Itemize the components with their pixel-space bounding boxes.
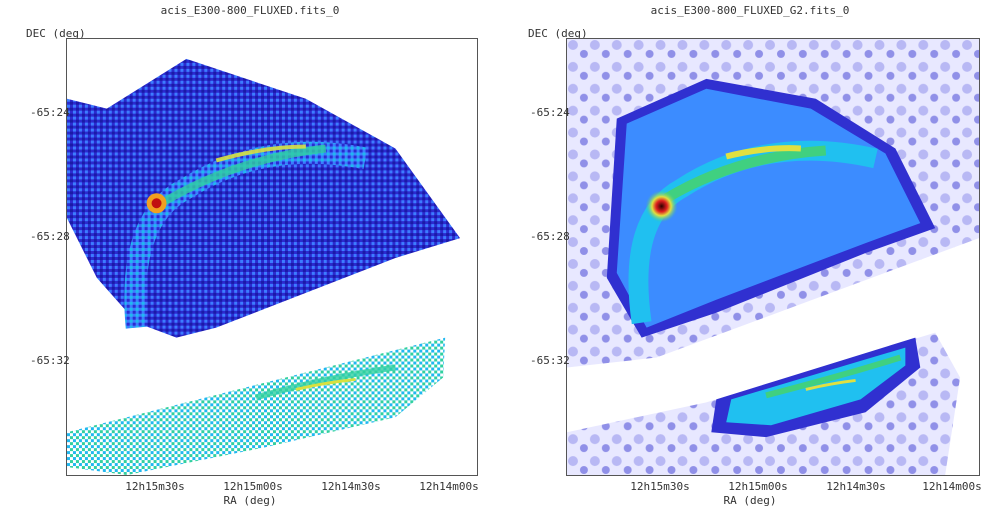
y-tick-label: -65:24	[530, 106, 570, 119]
chart-title: acis_E300-800_FLUXED_G2.fits_0	[650, 4, 850, 17]
main-region	[67, 58, 461, 338]
x-tick-label: 12h15m30s	[630, 480, 690, 493]
x-tick-label: 12h14m30s	[826, 480, 886, 493]
x-tick-label: 12h15m00s	[728, 480, 788, 493]
lower-arc-bright	[295, 377, 356, 391]
arc-bright	[725, 145, 802, 160]
x-tick-label: 12h15m30s	[125, 480, 185, 493]
y-axis-label: DEC (deg)	[26, 27, 86, 40]
x-axis-label: RA (deg)	[223, 494, 277, 507]
hotspot-core	[151, 198, 162, 209]
arc-core	[663, 145, 827, 203]
chart-title: acis_E300-800_FLUXED.fits_0	[160, 4, 340, 17]
x-axis-label: RA (deg)	[723, 494, 777, 507]
heatmap-plot-area[interactable]	[566, 38, 980, 476]
left-panel: acis_E300-800_FLUXED.fits_0 DEC (deg)	[26, 4, 479, 507]
lower-arc	[255, 364, 396, 401]
hotspot	[645, 190, 678, 223]
x-tick-label: 12h14m30s	[321, 480, 381, 493]
y-tick-label: -65:32	[30, 354, 70, 367]
heatmap-raw	[67, 58, 461, 475]
arc-core	[159, 144, 327, 207]
heatmap-smoothed	[567, 39, 979, 475]
lower-strip	[67, 337, 446, 475]
y-axis-label: DEC (deg)	[528, 27, 588, 40]
x-tick-label: 12h15m00s	[223, 480, 283, 493]
right-panel: acis_E300-800_FLUXED_G2.fits_0 DEC (deg)	[500, 0, 1000, 515]
lower-arc	[765, 354, 902, 399]
y-tick-label: -65:28	[30, 230, 70, 243]
y-tick-label: -65:24	[30, 106, 70, 119]
x-tick-label: 12h14m00s	[922, 480, 982, 493]
lower-arc-bright	[805, 378, 856, 391]
heatmap-plot-area[interactable]	[66, 38, 478, 476]
y-tick-label: -65:32	[530, 354, 570, 367]
y-tick-label: -65:28	[530, 230, 570, 243]
arc-bright	[215, 144, 306, 163]
x-tick-label: 12h14m00s	[419, 480, 479, 493]
